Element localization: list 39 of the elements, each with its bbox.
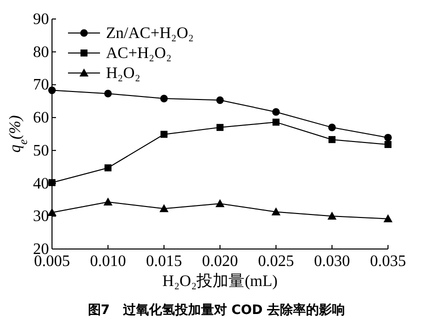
- x-tick-label: 0.020: [202, 253, 238, 270]
- point: [384, 214, 392, 222]
- y-tick-label: 40: [33, 175, 49, 192]
- point: [216, 96, 224, 104]
- x-tick-label: 0.005: [34, 253, 70, 270]
- point: [160, 94, 168, 102]
- x-tick-label: 0.010: [90, 253, 126, 270]
- legend-label: H₂O₂: [106, 65, 140, 82]
- point: [160, 130, 168, 138]
- point: [48, 86, 56, 94]
- point: [104, 198, 112, 206]
- point: [104, 164, 112, 172]
- legend-label: AC+H₂O₂: [106, 45, 172, 62]
- point: [328, 212, 336, 220]
- point: [384, 141, 392, 148]
- x-tick-label: 0.025: [258, 253, 294, 270]
- x-axis-title: H₂O₂投加量(mL): [162, 272, 278, 290]
- point: [216, 199, 224, 208]
- point: [328, 136, 336, 144]
- y-tick-label: 50: [33, 142, 49, 160]
- point: [160, 204, 168, 212]
- legend-label: Zn/AC+H₂O₂: [106, 25, 194, 42]
- point: [48, 208, 56, 216]
- point: [272, 108, 280, 116]
- x-tick-label: 0.035: [370, 253, 406, 270]
- y-tick-label: 80: [33, 44, 49, 61]
- x-tick-label: 0.015: [146, 253, 182, 270]
- point: [104, 90, 112, 98]
- point: [272, 118, 280, 126]
- x-tick-label: 0.030: [314, 253, 350, 270]
- y-tick-label: 30: [33, 208, 49, 226]
- point: [384, 134, 392, 142]
- y-tick-label: 60: [33, 110, 49, 127]
- caption: 图7 过氧化氢投加量对 COD 去除率的影响: [88, 302, 346, 318]
- y-tick-label: 90: [33, 11, 49, 28]
- point: [272, 207, 280, 216]
- point: [328, 124, 336, 132]
- y-tick-label: 70: [33, 76, 49, 94]
- point: [216, 124, 224, 131]
